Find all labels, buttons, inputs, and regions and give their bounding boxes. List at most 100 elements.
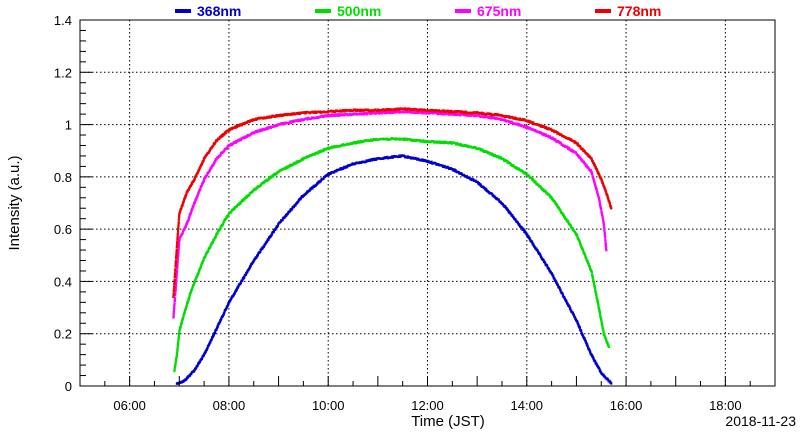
data-point <box>185 378 188 381</box>
data-point <box>183 310 186 313</box>
data-point <box>173 275 176 278</box>
data-point <box>185 223 188 226</box>
data-point <box>177 224 180 228</box>
data-point <box>418 109 421 112</box>
data-point <box>459 114 462 117</box>
data-point <box>578 241 582 245</box>
data-point <box>518 117 522 120</box>
data-point <box>589 351 592 354</box>
data-point <box>175 244 179 247</box>
data-point <box>403 155 406 158</box>
data-point <box>603 335 607 338</box>
data-point <box>602 329 605 333</box>
data-point <box>454 112 457 115</box>
data-point <box>292 112 296 115</box>
data-point <box>604 241 607 244</box>
data-point <box>223 312 226 315</box>
data-point <box>576 321 579 324</box>
data-point <box>172 294 175 297</box>
data-point <box>593 182 596 185</box>
data-point <box>596 297 599 300</box>
data-point <box>604 375 607 379</box>
data-point <box>523 171 526 174</box>
data-point <box>175 252 178 255</box>
data-point <box>248 194 251 197</box>
data-point <box>214 141 217 144</box>
data-point <box>275 114 278 117</box>
data-point <box>594 166 597 169</box>
data-point <box>176 349 179 352</box>
data-point <box>544 133 547 136</box>
data-point <box>603 231 606 234</box>
data-point <box>606 341 609 345</box>
data-point <box>181 203 184 207</box>
data-point <box>219 319 222 322</box>
data-point <box>468 176 471 179</box>
data-point <box>204 176 207 179</box>
y-tick-label: 1.4 <box>54 13 72 28</box>
data-point <box>384 112 387 115</box>
data-point <box>211 335 214 338</box>
legend-swatch <box>595 9 611 13</box>
data-point <box>211 240 215 244</box>
data-point <box>601 327 605 330</box>
data-point <box>572 314 576 317</box>
data-point <box>174 287 177 290</box>
data-point <box>175 276 178 279</box>
data-point <box>201 183 204 186</box>
data-point <box>478 181 481 185</box>
data-point <box>190 373 193 376</box>
x-tick-label: 18:00 <box>709 398 742 413</box>
data-point <box>532 121 535 124</box>
data-point <box>566 302 569 306</box>
data-point <box>502 157 505 160</box>
data-point <box>598 198 601 201</box>
data-point <box>443 109 446 112</box>
data-point <box>200 263 203 267</box>
x-tick-label: 14:00 <box>511 398 544 413</box>
data-point <box>319 110 322 113</box>
data-point <box>226 146 229 149</box>
data-point <box>582 250 585 253</box>
data-point <box>503 118 506 121</box>
data-point <box>209 168 212 171</box>
data-point <box>193 369 196 372</box>
data-point <box>563 296 566 299</box>
data-point <box>585 164 588 167</box>
data-point <box>175 356 178 359</box>
data-point <box>441 113 444 116</box>
data-point <box>582 160 585 163</box>
data-point <box>587 166 590 169</box>
data-point <box>184 308 187 311</box>
data-point <box>172 312 175 316</box>
data-point <box>268 177 271 181</box>
y-tick-label: 0.6 <box>54 222 72 237</box>
data-point <box>248 266 251 270</box>
data-point <box>506 208 510 212</box>
data-point <box>201 261 204 264</box>
data-point <box>192 370 195 373</box>
data-point <box>318 151 321 154</box>
data-point <box>529 238 532 242</box>
data-point <box>195 366 198 370</box>
data-point <box>464 110 467 113</box>
data-point <box>174 291 177 294</box>
data-point <box>332 114 335 117</box>
data-point <box>601 218 605 221</box>
data-point <box>369 139 372 142</box>
series-675nm <box>172 110 608 319</box>
data-point <box>421 112 424 115</box>
data-point <box>598 368 601 371</box>
data-point <box>181 231 184 234</box>
data-point <box>218 228 221 232</box>
data-point <box>567 147 571 150</box>
data-point <box>485 188 488 191</box>
data-point <box>513 116 516 119</box>
data-point <box>578 326 581 329</box>
data-point <box>196 275 199 278</box>
data-point <box>202 158 205 161</box>
data-point <box>198 269 201 272</box>
data-point <box>173 302 176 305</box>
data-point <box>176 238 179 241</box>
data-point <box>175 255 178 258</box>
